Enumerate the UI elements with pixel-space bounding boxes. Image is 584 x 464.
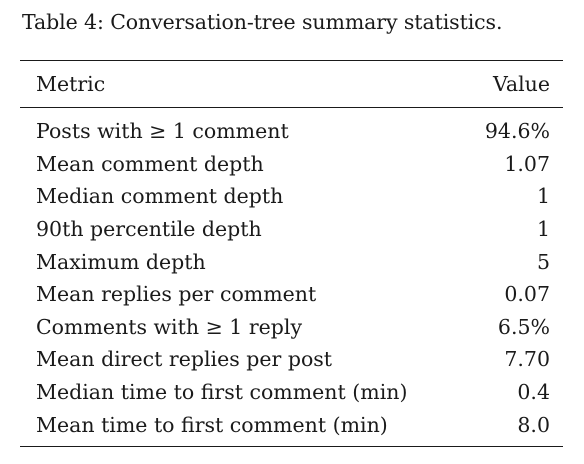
row-value: 6.5% [497,314,550,339]
row-metric: Median time to first comment (min) [36,380,408,405]
table-header-row: Metric Value [20,61,563,107]
row-value: 1 [536,217,550,242]
table-row: Mean replies per comment 0.07 [20,278,563,311]
row-value: 7.70 [504,347,550,372]
row-metric: Mean comment depth [36,151,264,176]
row-metric: Maximum depth [36,249,206,274]
row-value: 8.0 [517,412,550,437]
table-row: 90th percentile depth 1 [20,213,563,246]
row-metric: Mean time to first comment (min) [36,412,388,437]
row-metric: Comments with ≥ 1 reply [36,314,303,339]
row-value: 1.07 [504,151,550,176]
row-value: 5 [536,249,550,274]
row-metric: 90th percentile depth [36,217,262,242]
row-metric: Median comment depth [36,184,284,209]
table-top-rule [20,60,563,61]
table-bottom-rule [20,445,563,447]
table-row: Mean time to first comment (min) 8.0 [20,408,563,441]
summary-table: Metric Value Posts with ≥ 1 comment 94.6… [20,60,563,447]
table-row: Mean direct replies per post 7.70 [20,343,563,376]
header-metric: Metric [36,72,106,96]
table-row: Median time to first comment (min) 0.4 [20,376,563,409]
table-caption: Table 4: Conversation-tree summary stati… [22,10,503,34]
row-value: 0.4 [517,380,550,405]
row-value: 0.07 [504,282,550,307]
row-metric: Mean direct replies per post [36,347,333,372]
table-row: Median comment depth 1 [20,180,563,213]
table-row: Comments with ≥ 1 reply 6.5% [20,311,563,344]
row-metric: Posts with ≥ 1 comment [36,119,289,144]
row-value: 1 [536,184,550,209]
table-row: Posts with ≥ 1 comment 94.6% [20,115,563,148]
table-row: Maximum depth 5 [20,245,563,278]
header-value: Value [492,72,550,96]
row-value: 94.6% [484,119,550,144]
row-metric: Mean replies per comment [36,282,317,307]
table-header-rule [20,107,563,108]
table-row: Mean comment depth 1.07 [20,148,563,181]
